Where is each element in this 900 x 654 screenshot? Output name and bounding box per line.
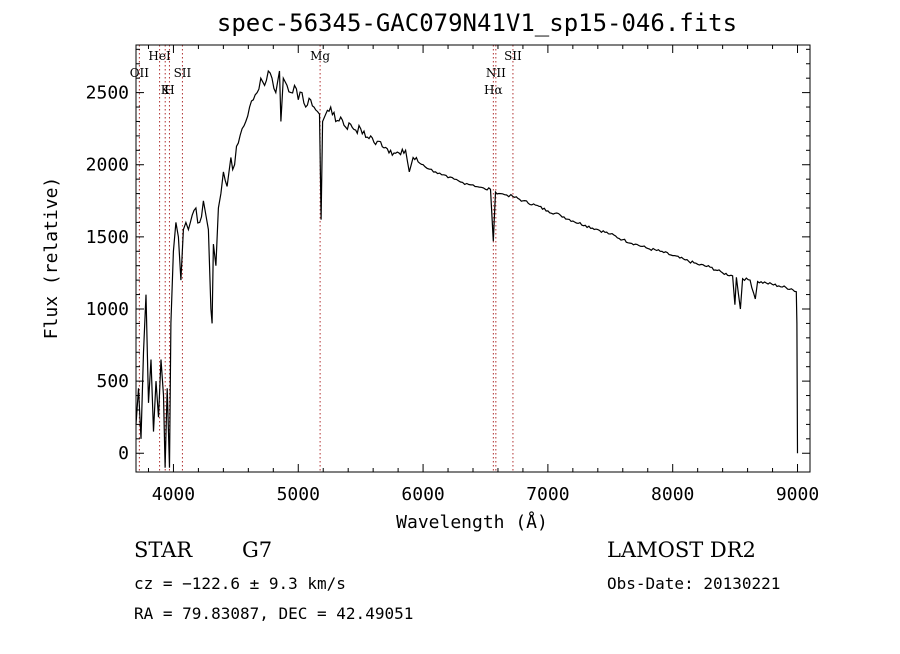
line-label-sii: SII xyxy=(504,49,522,63)
survey-name: LAMOST DR2 xyxy=(607,538,756,562)
line-label-hα: Hα xyxy=(484,83,503,97)
y-tick-label: 500 xyxy=(96,371,129,392)
observation-date: Obs-Date: 20130221 xyxy=(607,574,780,593)
y-axis: 0 500 1000 1500 2000 2500 xyxy=(86,48,810,464)
y-tick-label: 1500 xyxy=(86,227,129,248)
spectrum-line xyxy=(135,69,799,468)
y-axis-title: Flux (relative) xyxy=(41,177,62,340)
line-label-k: K xyxy=(161,83,171,97)
line-label-oii: OII xyxy=(130,66,150,80)
object-subclass: G7 xyxy=(242,538,272,562)
x-tick-label: 9000 xyxy=(776,484,819,505)
redshift-info: cz = −122.6 ± 9.3 km/s xyxy=(134,574,346,593)
line-label-mg: Mg xyxy=(310,49,330,63)
x-tick-label: 5000 xyxy=(277,484,320,505)
y-tick-label: 2000 xyxy=(86,155,129,176)
x-tick-label: 6000 xyxy=(401,484,444,505)
line-label-nii: NII xyxy=(486,66,506,80)
x-axis: 4000 5000 6000 7000 8000 9000 xyxy=(147,45,819,505)
chart-title: spec-56345-GAC079N41V1_sp15-046.fits xyxy=(217,9,737,37)
object-class: STAR xyxy=(134,538,193,562)
coordinates: RA = 79.83087, DEC = 42.49051 xyxy=(134,604,413,623)
line-label-hei: HeI xyxy=(148,49,171,63)
y-tick-label: 2500 xyxy=(86,83,129,104)
x-axis-title: Wavelength (Å) xyxy=(396,511,548,533)
y-tick-label: 0 xyxy=(118,443,129,464)
y-tick-label: 1000 xyxy=(86,299,129,320)
line-label-sii: SII xyxy=(174,66,192,80)
x-tick-label: 8000 xyxy=(651,484,694,505)
x-tick-label: 4000 xyxy=(152,484,195,505)
line-label-h: H xyxy=(164,83,174,97)
x-tick-label: 7000 xyxy=(526,484,569,505)
plot-frame xyxy=(135,44,811,473)
